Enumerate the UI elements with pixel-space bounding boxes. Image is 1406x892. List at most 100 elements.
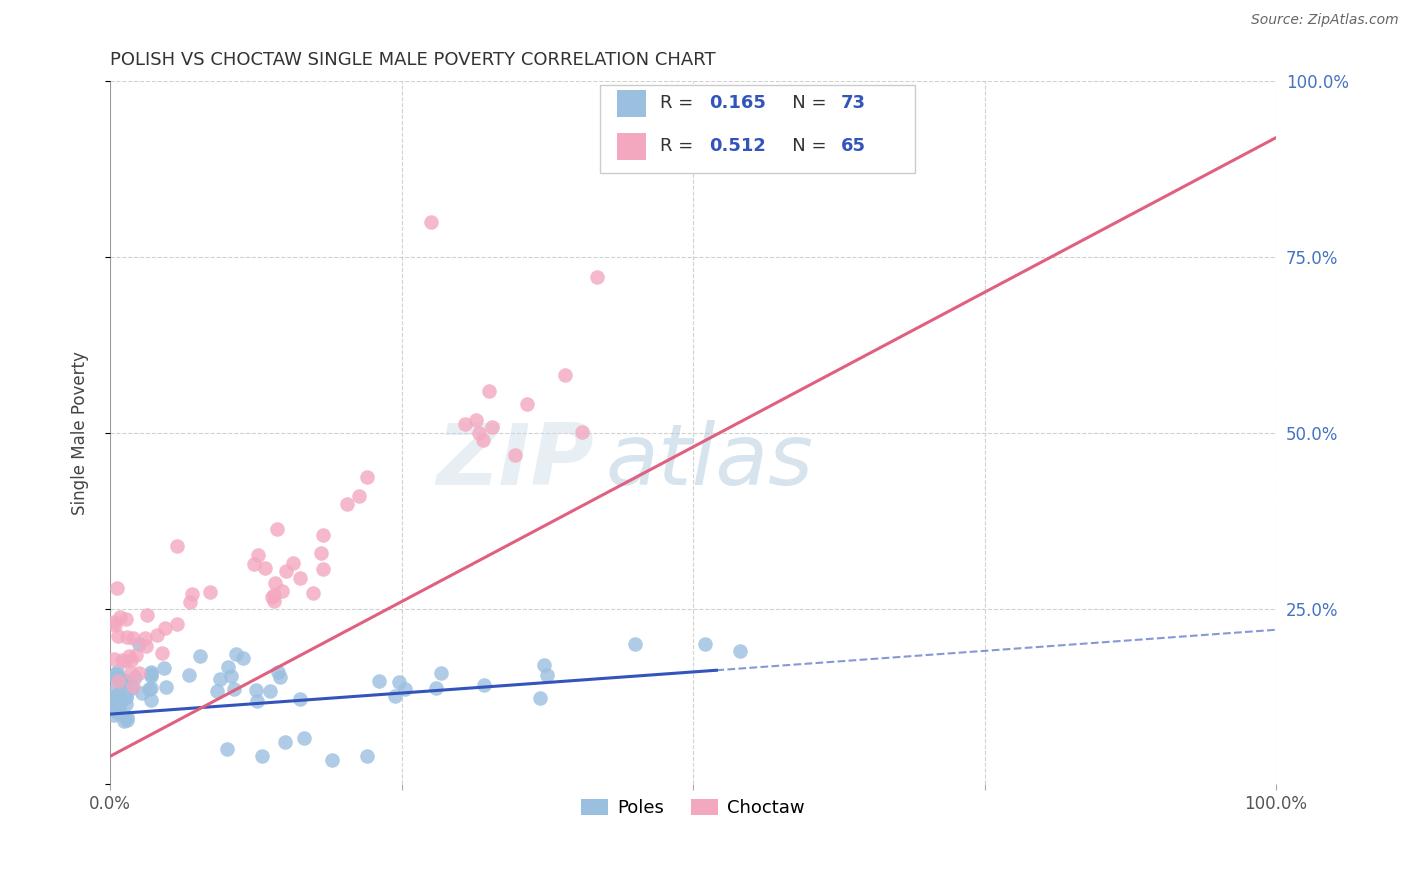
Point — [468, 426, 491, 441]
Point — [425, 681, 447, 695]
Point — [128, 666, 150, 681]
Point — [217, 660, 239, 674]
Point — [128, 637, 150, 651]
Point — [103, 695, 125, 709]
Point — [181, 587, 204, 601]
Point — [321, 753, 343, 767]
Point — [586, 270, 609, 285]
Text: N =: N = — [775, 137, 832, 155]
Point — [120, 679, 142, 693]
Point — [122, 679, 145, 693]
Point — [281, 556, 304, 570]
Point — [262, 590, 284, 604]
Point — [693, 637, 716, 651]
Point — [312, 528, 335, 542]
Point — [267, 665, 290, 679]
Point — [221, 669, 243, 683]
Point — [111, 675, 134, 690]
Point — [115, 612, 138, 626]
Point — [112, 714, 135, 728]
Point — [225, 647, 247, 661]
Point — [107, 706, 129, 720]
Point — [115, 709, 138, 723]
Point — [177, 668, 200, 682]
Point — [120, 652, 142, 666]
Point — [623, 637, 645, 651]
Point — [198, 584, 221, 599]
Text: N =: N = — [775, 95, 832, 112]
Point — [103, 708, 125, 723]
Point — [139, 693, 162, 707]
Text: Source: ZipAtlas.com: Source: ZipAtlas.com — [1251, 13, 1399, 28]
FancyBboxPatch shape — [600, 85, 915, 173]
Point — [264, 575, 287, 590]
Point — [246, 549, 269, 563]
Point — [115, 697, 138, 711]
Point — [134, 631, 156, 645]
Point — [107, 704, 129, 718]
Point — [155, 680, 177, 694]
Legend: Poles, Choctaw: Poles, Choctaw — [574, 792, 813, 824]
Point — [478, 384, 501, 398]
Point — [166, 617, 188, 632]
Point — [388, 674, 411, 689]
Point — [472, 433, 495, 447]
Point — [430, 666, 453, 681]
Text: ZIP: ZIP — [436, 419, 593, 502]
Point — [124, 670, 146, 684]
Point — [292, 731, 315, 746]
Point — [105, 671, 128, 685]
Point — [103, 615, 125, 629]
Point — [276, 564, 298, 578]
Point — [356, 470, 378, 484]
Point — [271, 583, 294, 598]
Point — [105, 582, 128, 596]
Text: 65: 65 — [841, 137, 866, 155]
Point — [254, 560, 277, 574]
Point — [245, 683, 267, 698]
Text: 73: 73 — [841, 95, 866, 112]
Point — [105, 670, 128, 684]
Text: R =: R = — [661, 137, 699, 155]
Point — [139, 665, 162, 680]
Point — [145, 628, 167, 642]
Point — [454, 417, 477, 431]
Point — [104, 618, 127, 632]
Point — [269, 670, 291, 684]
Point — [110, 653, 132, 667]
Point — [103, 697, 125, 711]
Point — [529, 691, 551, 706]
Point — [205, 683, 228, 698]
Point — [139, 666, 162, 681]
Text: R =: R = — [661, 95, 699, 112]
Y-axis label: Single Male Poverty: Single Male Poverty — [72, 351, 89, 515]
Point — [110, 673, 132, 687]
Point — [250, 749, 273, 764]
Point — [107, 673, 129, 688]
Point — [153, 661, 176, 675]
Point — [108, 697, 131, 711]
Point — [115, 690, 138, 704]
Point — [105, 682, 128, 697]
Point — [114, 654, 136, 668]
Point — [728, 644, 751, 658]
Point — [503, 449, 526, 463]
Point — [266, 522, 288, 536]
Point — [108, 683, 131, 698]
Point — [104, 704, 127, 718]
Point — [179, 595, 201, 609]
Point — [222, 681, 245, 696]
Point — [394, 682, 416, 697]
Point — [481, 419, 503, 434]
Point — [138, 681, 160, 696]
Point — [309, 546, 332, 560]
Point — [107, 629, 129, 643]
Text: 0.512: 0.512 — [710, 137, 766, 155]
Point — [107, 696, 129, 710]
Point — [105, 666, 128, 681]
Point — [139, 669, 162, 683]
Text: atlas: atlas — [606, 419, 814, 502]
Point — [135, 639, 157, 653]
Point — [112, 673, 135, 687]
Point — [347, 489, 370, 503]
